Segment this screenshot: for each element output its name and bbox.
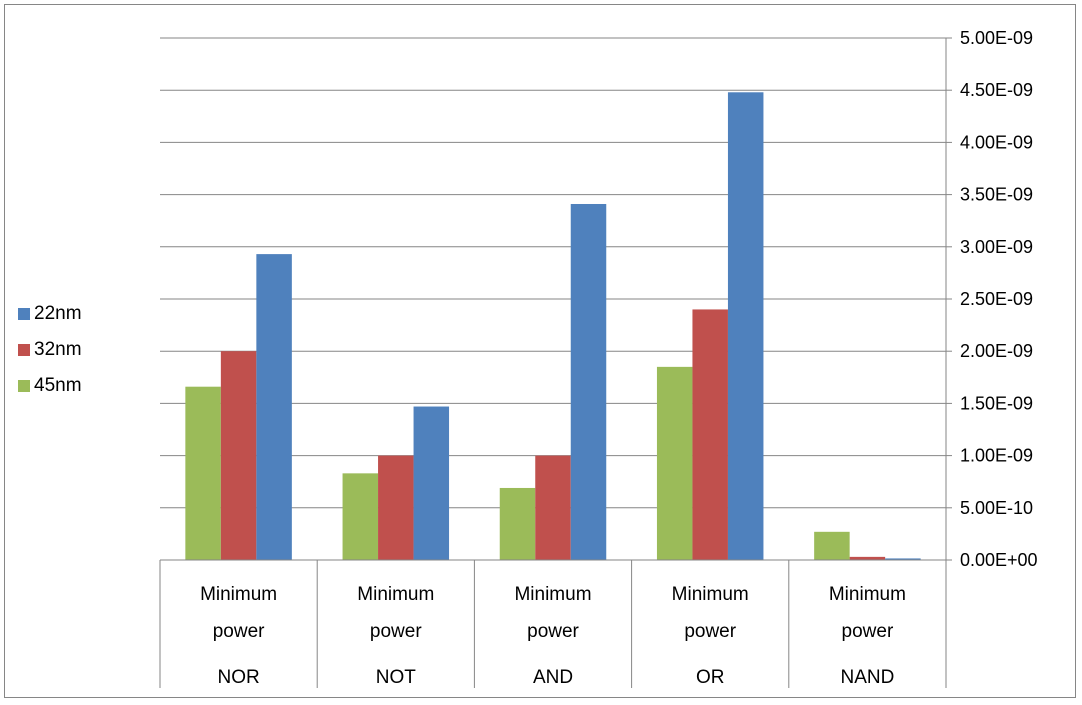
bar-22nm-or (727, 92, 764, 561)
bar-22nm-nor (256, 254, 292, 560)
legend-label-45nm: 45nm (34, 375, 82, 396)
bar-32nm-or (692, 309, 728, 560)
legend-swatch-22nm (18, 308, 30, 320)
bar-32nm-nor (220, 351, 257, 560)
x-category-label-line2: power (213, 621, 265, 642)
y-tick-label: 1.00E-09 (960, 446, 1033, 466)
x-category-label-line2: power (842, 621, 894, 642)
x-category-label-line2: power (527, 621, 579, 642)
x-category-label-line1: Minimum (200, 584, 277, 605)
legend-item-32nm: 32nm (18, 332, 82, 368)
bar-45nm-and (499, 487, 536, 560)
y-tick-label: 5.00E-10 (960, 498, 1033, 518)
bar-32nm-and (535, 455, 571, 560)
legend-item-22nm: 22nm (18, 296, 82, 332)
y-tick-label: 5.00E-09 (960, 28, 1033, 48)
legend-swatch-32nm (18, 344, 30, 356)
bar-22nm-not (413, 406, 450, 560)
x-category-label-line1: Minimum (829, 584, 906, 605)
x-group-label: AND (533, 667, 573, 688)
y-tick-label: 4.50E-09 (960, 80, 1033, 100)
legend-item-45nm: 45nm (18, 368, 82, 404)
x-category-label-line2: power (370, 621, 422, 642)
bar-32nm-not (378, 455, 414, 560)
x-group-label: NOR (217, 667, 259, 688)
bar-32nm-nand (849, 556, 886, 560)
x-group-label: NOT (376, 667, 417, 688)
y-tick-label: 0.00E+00 (960, 550, 1038, 570)
legend: 22nm 32nm 45nm (18, 296, 82, 404)
legend-label-32nm: 32nm (34, 339, 82, 360)
legend-swatch-45nm (18, 380, 30, 392)
bar-45nm-not (342, 473, 379, 560)
y-tick-label: 2.50E-09 (960, 289, 1033, 309)
y-tick-label: 4.00E-09 (960, 132, 1033, 152)
y-tick-label: 3.00E-09 (960, 237, 1033, 257)
y-tick-label: 2.00E-09 (960, 341, 1033, 361)
x-category-label-line2: power (684, 621, 736, 642)
x-category-label-line1: Minimum (514, 584, 591, 605)
bar-22nm-nand (885, 558, 921, 560)
x-category-label-line1: Minimum (357, 584, 434, 605)
x-group-label: OR (696, 667, 725, 688)
x-category-label-line1: Minimum (672, 584, 749, 605)
x-group-label: NAND (840, 667, 894, 688)
bar-45nm-or (656, 366, 693, 560)
y-tick-label: 1.50E-09 (960, 393, 1033, 413)
bar-22nm-and (570, 203, 607, 560)
bar-45nm-nand (814, 531, 850, 560)
bar-45nm-nor (185, 386, 221, 560)
legend-label-22nm: 22nm (34, 303, 82, 324)
y-tick-label: 3.50E-09 (960, 185, 1033, 205)
